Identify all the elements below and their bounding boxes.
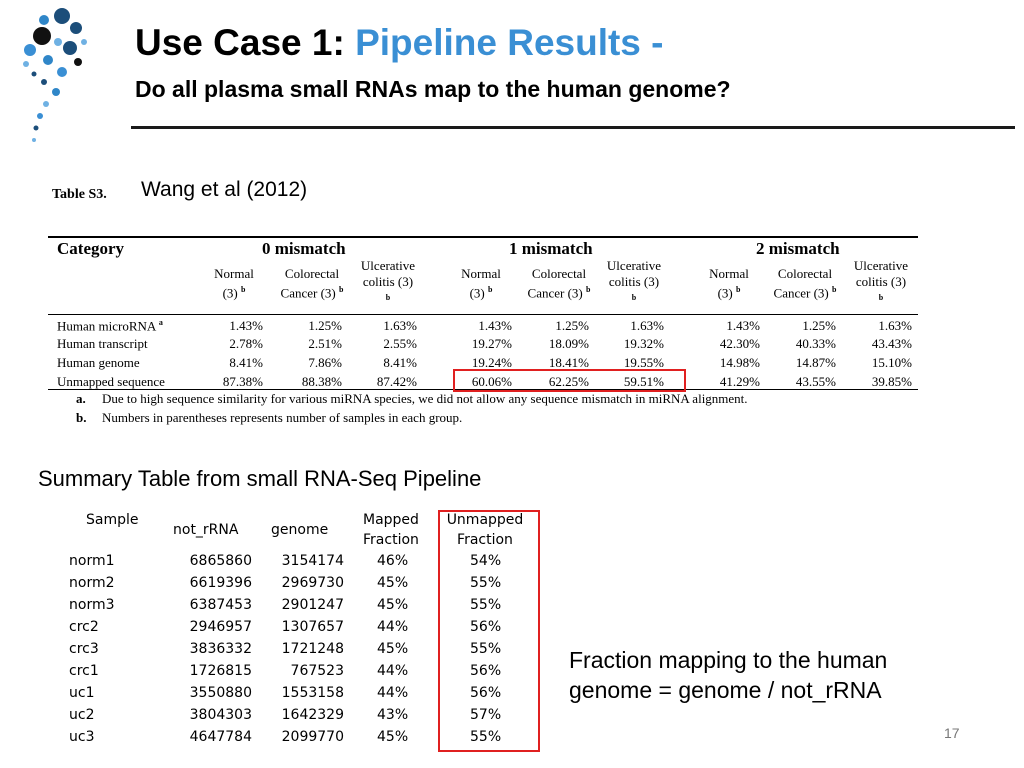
subheader-normal: Normal (3) b: [461, 266, 501, 301]
group-header-0: 0 mismatch: [262, 239, 346, 258]
subheader-crc: Colorectal Cancer (3) b: [773, 266, 837, 301]
page-number: 17: [944, 725, 960, 741]
title-divider: [131, 126, 1015, 129]
col-header-not-rrna: not_rRNA: [173, 522, 239, 538]
group-header-1: 1 mismatch: [509, 239, 593, 258]
subheader-uc: Ulcerative colitis (3) b: [853, 258, 909, 302]
citation: Wang et al (2012): [141, 178, 308, 201]
page-title: Use Case 1: Pipeline Results -: [135, 22, 664, 63]
subheader-crc: Colorectal Cancer (3) b: [527, 266, 591, 301]
subheader-normal: Normal (3) b: [709, 266, 749, 301]
highlight-box-unmapped-fraction: [438, 510, 540, 752]
col-header-sample: Sample: [86, 512, 139, 528]
col-header-mapped: Mapped Fraction: [363, 512, 419, 548]
subheader-crc: Colorectal Cancer (3) b: [280, 266, 344, 301]
formula-note: Fraction mapping to the human genome = ge…: [569, 647, 888, 703]
highlight-box-unmapped-1-mismatch: [453, 369, 686, 392]
footnote-b: b. Numbers in parentheses represents numb…: [76, 410, 463, 425]
group-header-2: 2 mismatch: [756, 239, 840, 258]
subheader-uc: Ulcerative colitis (3) b: [606, 258, 662, 302]
page-subtitle: Do all plasma small RNAs map to the huma…: [135, 76, 731, 102]
subheader-uc: Ulcerative colitis (3) b: [360, 258, 416, 302]
category-header: Category: [57, 239, 125, 258]
table-s3-label: Table S3.: [52, 187, 107, 202]
footnote-a: a. Due to high sequence similarity for va…: [76, 391, 748, 406]
col-header-genome: genome: [271, 522, 329, 538]
subheader-normal: Normal (3) b: [214, 266, 254, 301]
summary-title: Summary Table from small RNA-Seq Pipelin…: [38, 466, 482, 491]
col-header-unmapped: Unmapped Fraction: [446, 512, 524, 548]
logo-icon: [23, 8, 87, 142]
